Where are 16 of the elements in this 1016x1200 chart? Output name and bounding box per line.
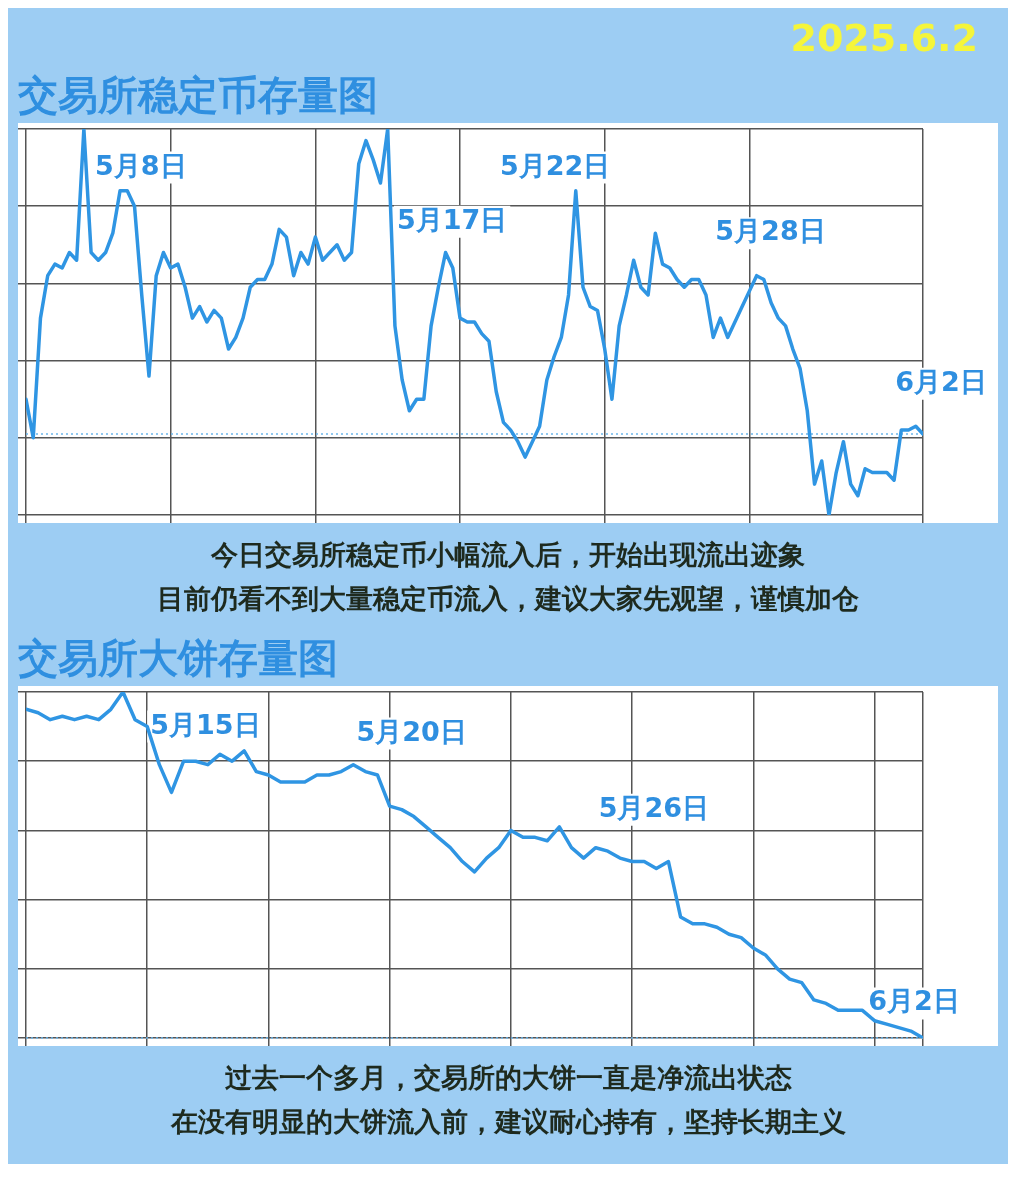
text: 目前仍看不到大量稳定币流入，建议大家先观望，谨慎加仓 [156, 582, 860, 616]
annotation: 5月8日 [95, 149, 187, 181]
annotation: 5月28日 [715, 215, 826, 247]
text: 在没有明显的大饼流入前，建议耐心持有，坚持长期主义 [169, 1105, 847, 1139]
text: 过去一个多月，交易所的大饼一直是净流出状态 [223, 1061, 793, 1095]
chart-title: 交易所大饼存量图 [17, 634, 339, 683]
text: 今日交易所稳定币小幅流入后，开始出现流出迹象 [210, 538, 806, 572]
annotation: 6月2日 [868, 985, 960, 1017]
annotation: 5月22日 [500, 149, 611, 181]
chart-title: 交易所稳定币存量图 [17, 71, 379, 120]
annotation: 5月26日 [598, 791, 710, 823]
annotation: 5月20日 [356, 715, 467, 747]
chart-subtitle: 2025.6.2 [790, 16, 978, 60]
annotation: 5月17日 [396, 203, 508, 235]
annotation: 6月2日 [895, 365, 987, 397]
annotation: 5月15日 [150, 708, 261, 740]
